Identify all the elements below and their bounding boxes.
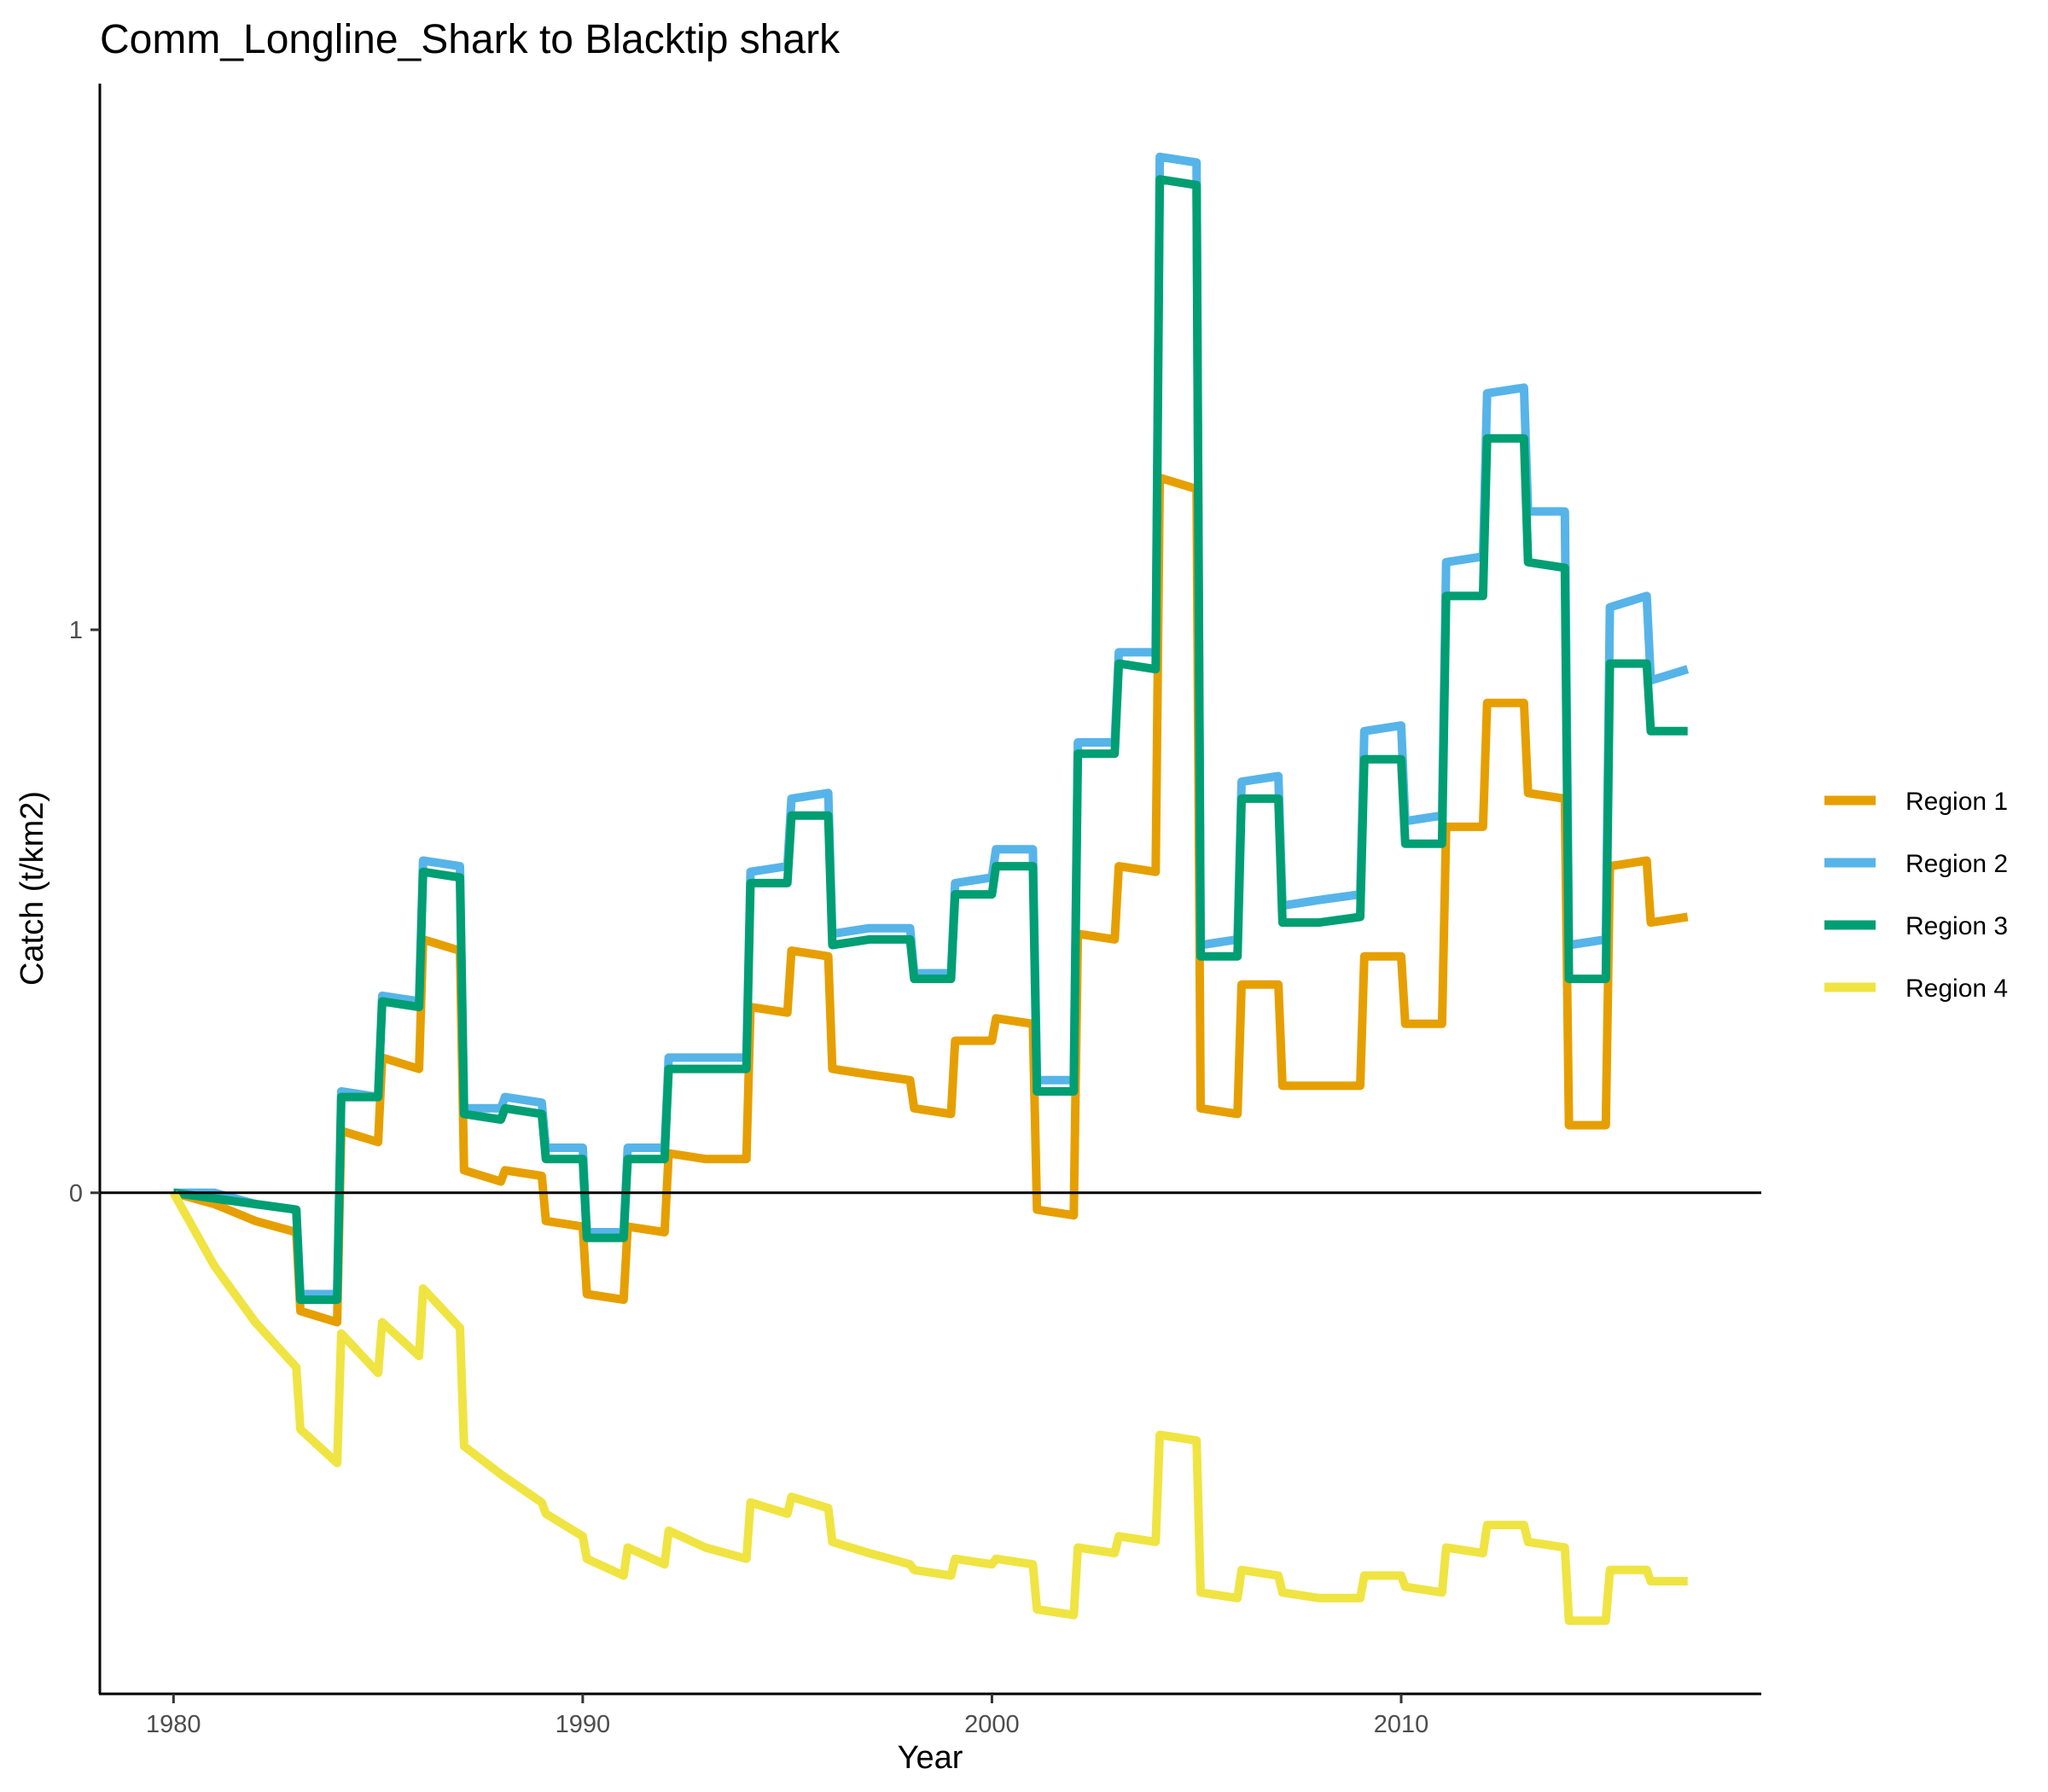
y-tick-label: 1 [69, 617, 83, 644]
x-tick-label: 1980 [146, 1711, 201, 1738]
x-axis-ticks: 1980 1990 2000 2010 [146, 1694, 1428, 1738]
x-tick-label: 1990 [556, 1711, 611, 1738]
chart-title: Comm_Longline_Shark to Blacktip shark [100, 17, 841, 62]
series-lines [169, 152, 1690, 1626]
series-line-region-1 [172, 473, 1689, 1327]
legend-label-region-1: Region 1 [1905, 788, 2008, 816]
x-tick-label: 2000 [964, 1711, 1020, 1738]
series-line-region-3 [172, 175, 1688, 1305]
x-tick-label: 2010 [1374, 1711, 1429, 1738]
legend-label-region-3: Region 3 [1905, 912, 2008, 940]
legend: Region 1 Region 2 Region 3 Region 4 [1824, 788, 2008, 1003]
y-axis-title: Catch (t/km2) [15, 791, 50, 986]
series-line-region-2 [173, 152, 1690, 1299]
legend-label-region-4: Region 4 [1905, 975, 2008, 1003]
x-axis-title: Year [898, 1740, 963, 1776]
y-axis-ticks: 01 [69, 617, 100, 1207]
series-line-region-4 [169, 1190, 1688, 1626]
legend-label-region-2: Region 2 [1905, 850, 2008, 878]
y-tick-label: 0 [69, 1180, 83, 1207]
